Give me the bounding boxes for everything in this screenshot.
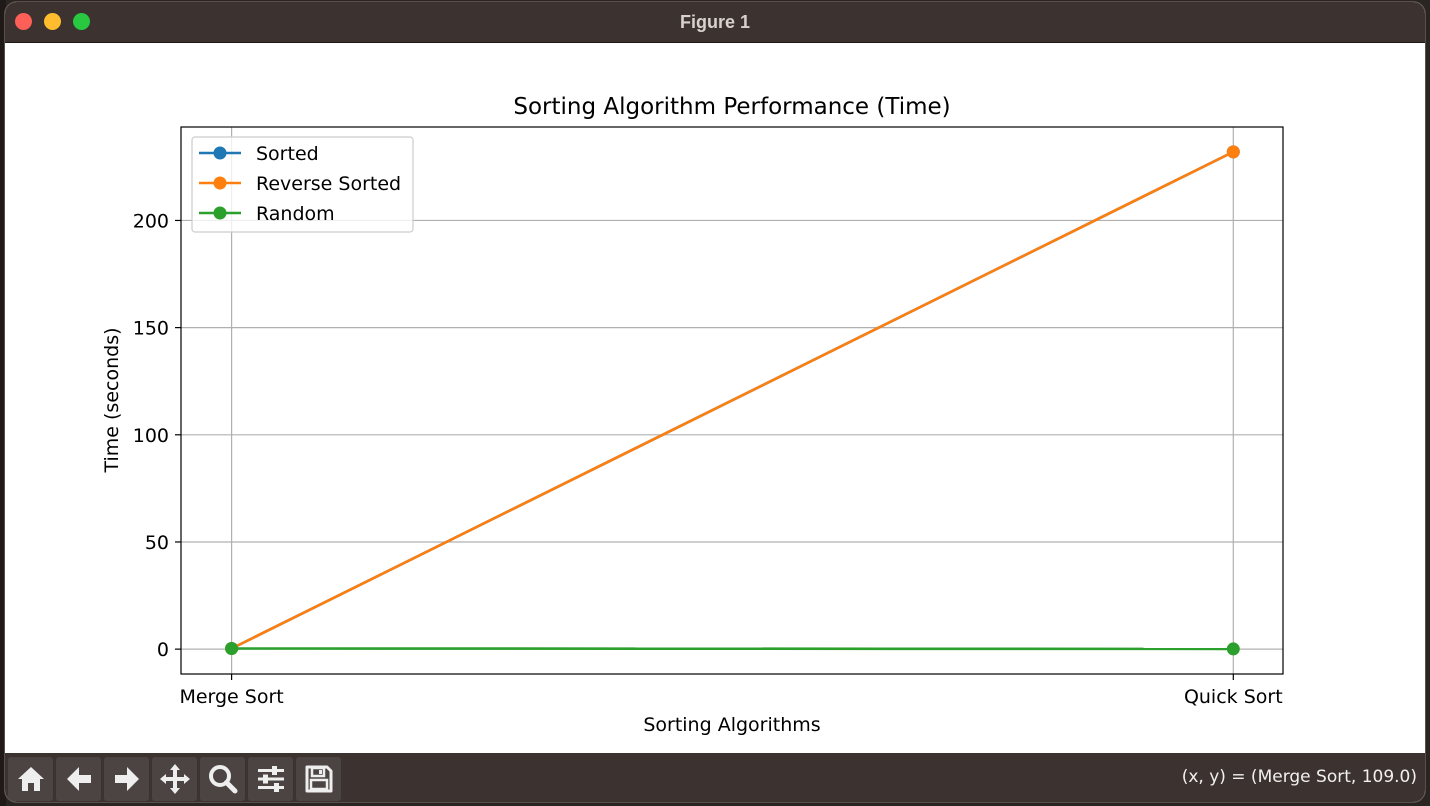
navigation-toolbar: (x, y) = (Merge Sort, 109.0)	[5, 753, 1425, 802]
y-tick-label: 100	[133, 425, 169, 447]
legend-swatch-marker	[213, 176, 227, 190]
home-icon	[17, 767, 44, 791]
zoom-button[interactable]	[200, 757, 245, 801]
series-line-reverse_sorted	[231, 150, 1234, 650]
sliders-icon	[257, 766, 284, 792]
desktop-background	[0, 0, 6, 806]
figure-canvas[interactable]: 0 50 100 150 200 Merge Sort Quick Sort Sorting…	[5, 43, 1425, 753]
cursor-coordinates: (x, y) = (Merge Sort, 109.0)	[1181, 767, 1417, 787]
legend-label: Sorted	[256, 143, 319, 165]
zoom-window-button[interactable]	[73, 13, 90, 30]
home-button[interactable]	[8, 757, 53, 801]
axis-ticks: 0 50 100 150 200 Merge Sort Quick Sort	[133, 210, 1283, 708]
window-title: Figure 1	[679, 12, 750, 32]
minimize-window-button[interactable]	[44, 13, 61, 30]
data-point-random	[1226, 642, 1240, 656]
plot-frame	[180, 126, 1284, 675]
legend-swatch-marker	[213, 206, 227, 220]
x-tick-label: Merge Sort	[179, 686, 283, 708]
y-axis-label: Time (seconds)	[101, 327, 123, 473]
forward-button[interactable]	[104, 757, 149, 801]
title-bar: Figure 1	[5, 2, 1425, 43]
y-tick-label: 50	[145, 532, 169, 554]
chart-legend: Sorted Reverse Sorted Random	[191, 136, 414, 233]
save-button[interactable]	[296, 757, 341, 801]
back-button[interactable]	[56, 757, 101, 801]
y-tick-label: 0	[157, 639, 169, 661]
magnifier-icon	[208, 765, 237, 794]
series-layer	[225, 145, 1240, 656]
x-tick-label: Quick Sort	[1184, 686, 1283, 708]
arrow-left-icon	[66, 767, 91, 791]
x-axis-label: Sorting Algorithms	[643, 714, 820, 736]
legend-swatch-marker	[213, 146, 227, 160]
chart-title: Sorting Algorithm Performance (Time)	[513, 94, 950, 120]
data-point-random	[225, 641, 239, 655]
configure-subplots-button[interactable]	[248, 757, 293, 801]
legend-label: Reverse Sorted	[256, 173, 401, 195]
move-icon	[159, 764, 190, 794]
y-tick-label: 150	[133, 318, 169, 340]
close-window-button[interactable]	[15, 13, 32, 30]
y-tick-label: 200	[133, 210, 169, 232]
legend-frame	[191, 136, 414, 233]
arrow-right-icon	[114, 767, 139, 791]
floppy-disk-icon	[305, 765, 332, 793]
line-chart: 0 50 100 150 200 Merge Sort Quick Sort Sorting…	[101, 94, 1284, 736]
legend-label: Random	[256, 203, 335, 225]
figure-window: Figure 1 0 50 100 150 200 Merge Sort Quick Sor…	[5, 2, 1425, 802]
data-point-reverse_sorted	[1226, 145, 1240, 159]
pan-button[interactable]	[152, 757, 197, 801]
